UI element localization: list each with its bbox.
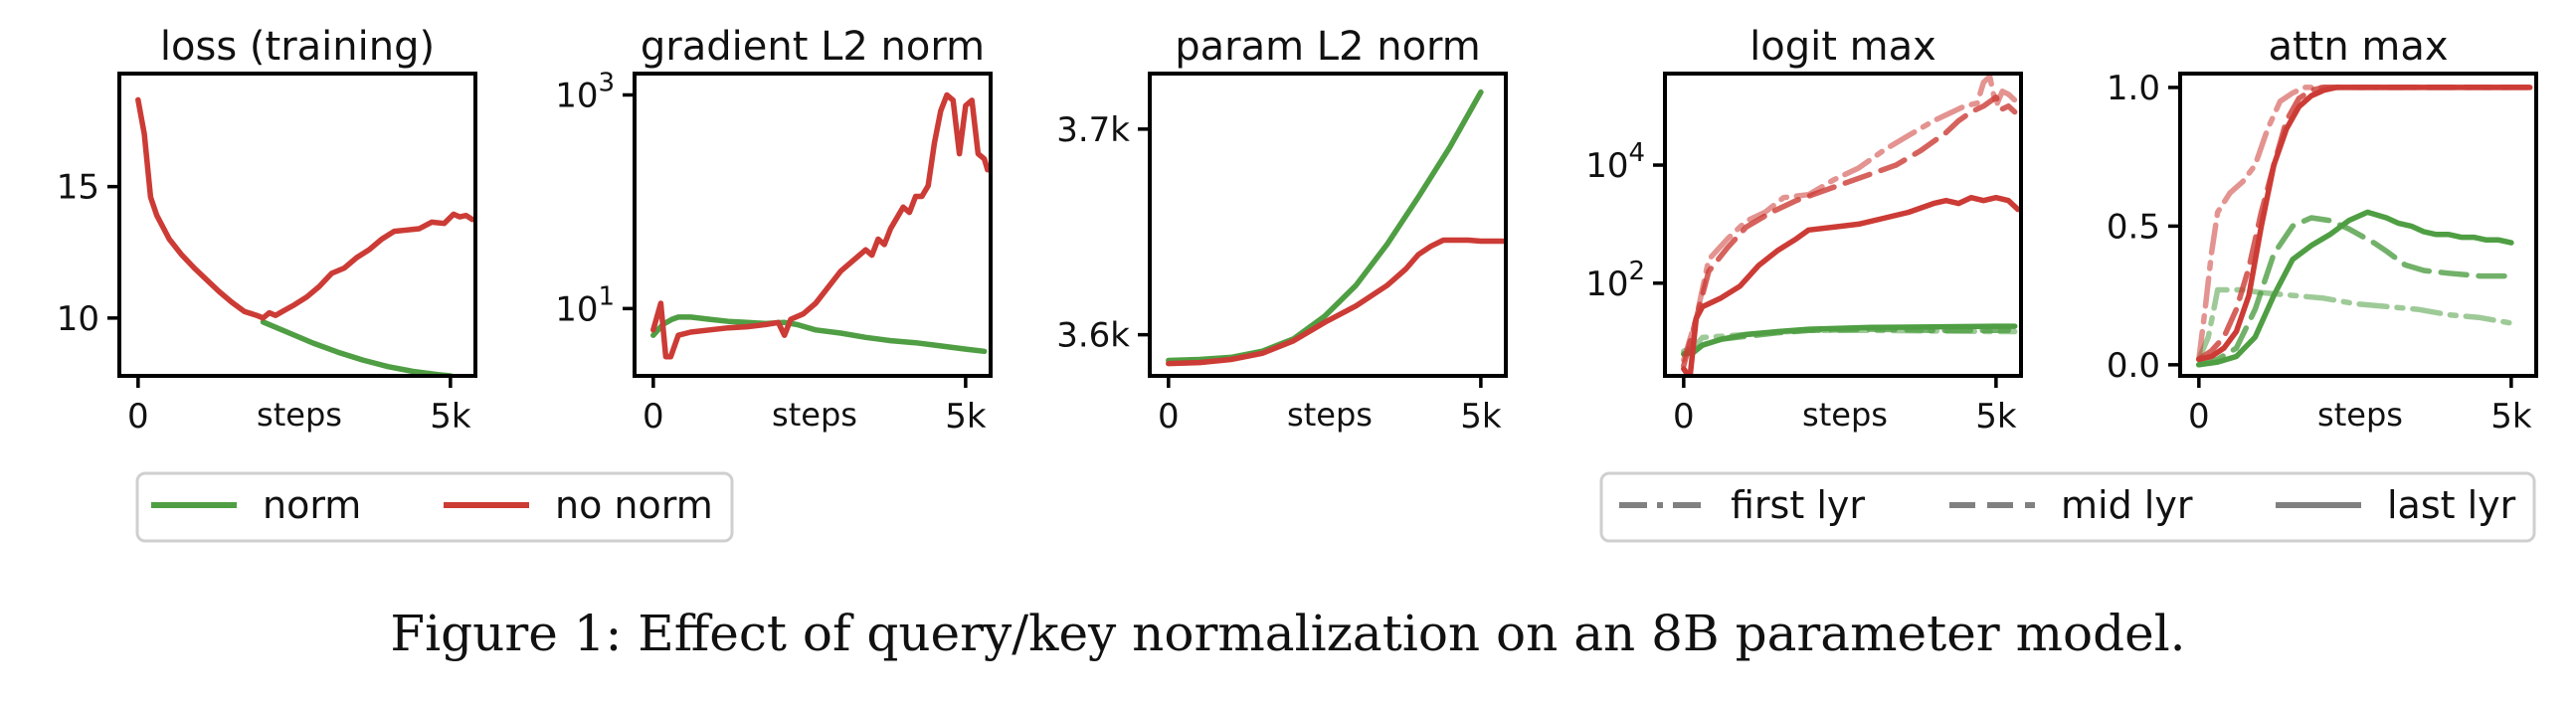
y-tick-label: 15: [57, 168, 99, 208]
plot-frame: [633, 72, 993, 378]
legend-label: mid lyr: [2061, 483, 2193, 527]
y-tick-label: 1.0: [2107, 69, 2160, 108]
series-line-norm-last: [1681, 323, 2018, 357]
legend-label: no norm: [555, 483, 713, 527]
series-line-no-norm-first: [1681, 74, 2018, 363]
y-tick-label: 101: [555, 281, 615, 329]
y-tick-label: 10: [57, 299, 99, 339]
series-line-no-norm-last: [1681, 194, 2021, 376]
y-tick-label: 103: [555, 68, 615, 115]
legend-frame: [1599, 471, 2536, 543]
series-line-norm-last: [2196, 209, 2514, 368]
panel-1: loss (training) 0 5k steps 10 15: [57, 24, 477, 437]
x-axis-label: steps: [772, 396, 857, 434]
series-line-norm-last: [260, 319, 454, 376]
series-line-no-norm-last: [650, 91, 991, 360]
panel-4: logit max 0 5k steps 102 104: [1585, 24, 2023, 437]
x-tick-label: 5k: [945, 397, 987, 437]
legend-left: norm no norm: [135, 471, 734, 543]
series-line-no-norm-last: [2196, 85, 2533, 363]
series-line-no-norm-first: [2196, 85, 2533, 363]
figure: loss (training) 0 5k steps 10 15 gradient L2 n…: [57, 24, 2538, 543]
x-axis-label: steps: [257, 396, 342, 434]
y-tick-label: 0.5: [2107, 207, 2160, 247]
plot-frame: [1663, 72, 2023, 378]
legend-label: first lyr: [1731, 483, 1865, 527]
x-tick-label: 0: [1673, 397, 1695, 437]
y-tick-label: 3.7k: [1056, 110, 1130, 150]
legend-frame: [135, 471, 734, 543]
legend-label: norm: [263, 483, 361, 527]
series-line-norm-first: [2196, 286, 2514, 363]
panel-title: param L2 norm: [1175, 24, 1481, 70]
x-tick-label: 0: [2188, 397, 2210, 437]
plot-frame: [1148, 72, 1508, 378]
y-tick-label: 0.0: [2107, 346, 2160, 386]
plot-frame: [117, 72, 477, 378]
panel-3: param L2 norm 0 5k steps 3.6k 3.7k: [1056, 24, 1508, 437]
x-tick-label: 0: [127, 397, 149, 437]
x-axis-label: steps: [1802, 396, 1888, 434]
panel-title: loss (training): [160, 24, 435, 70]
panel-title: gradient L2 norm: [641, 24, 985, 70]
panel-5: attn max 0 5k steps 0.0 0.5 1.0: [2107, 24, 2538, 437]
y-tick-label: 102: [1585, 257, 1645, 304]
figure-caption: Figure 1: Effect of query/key normalizat…: [390, 605, 2186, 662]
x-tick-label: 5k: [430, 397, 471, 437]
plot-frame: [2178, 72, 2538, 378]
x-tick-label: 5k: [2490, 397, 2532, 437]
panel-title: logit max: [1749, 24, 1936, 70]
y-tick-label: 3.6k: [1056, 316, 1130, 356]
panel-2: gradient L2 norm 0 5k steps 101 103: [555, 24, 993, 437]
x-tick-label: 5k: [1460, 397, 1502, 437]
x-axis-label: steps: [1287, 396, 1373, 434]
series-line-norm-last: [650, 314, 988, 355]
series-line-norm-first: [1681, 327, 2018, 354]
x-axis-label: steps: [2317, 396, 2403, 434]
series-line-no-norm-last: [1166, 237, 1506, 367]
x-tick-label: 0: [1158, 397, 1180, 437]
legend-label: last lyr: [2387, 483, 2516, 527]
x-tick-label: 0: [643, 397, 664, 437]
legend-right: first lyr mid lyr last lyr: [1599, 471, 2536, 543]
series-line-no-norm-last: [135, 96, 475, 321]
y-tick-label: 104: [1585, 138, 1645, 186]
x-tick-label: 5k: [1975, 397, 2017, 437]
panel-title: attn max: [2268, 24, 2448, 70]
series-line-no-norm-mid: [1681, 93, 2018, 369]
